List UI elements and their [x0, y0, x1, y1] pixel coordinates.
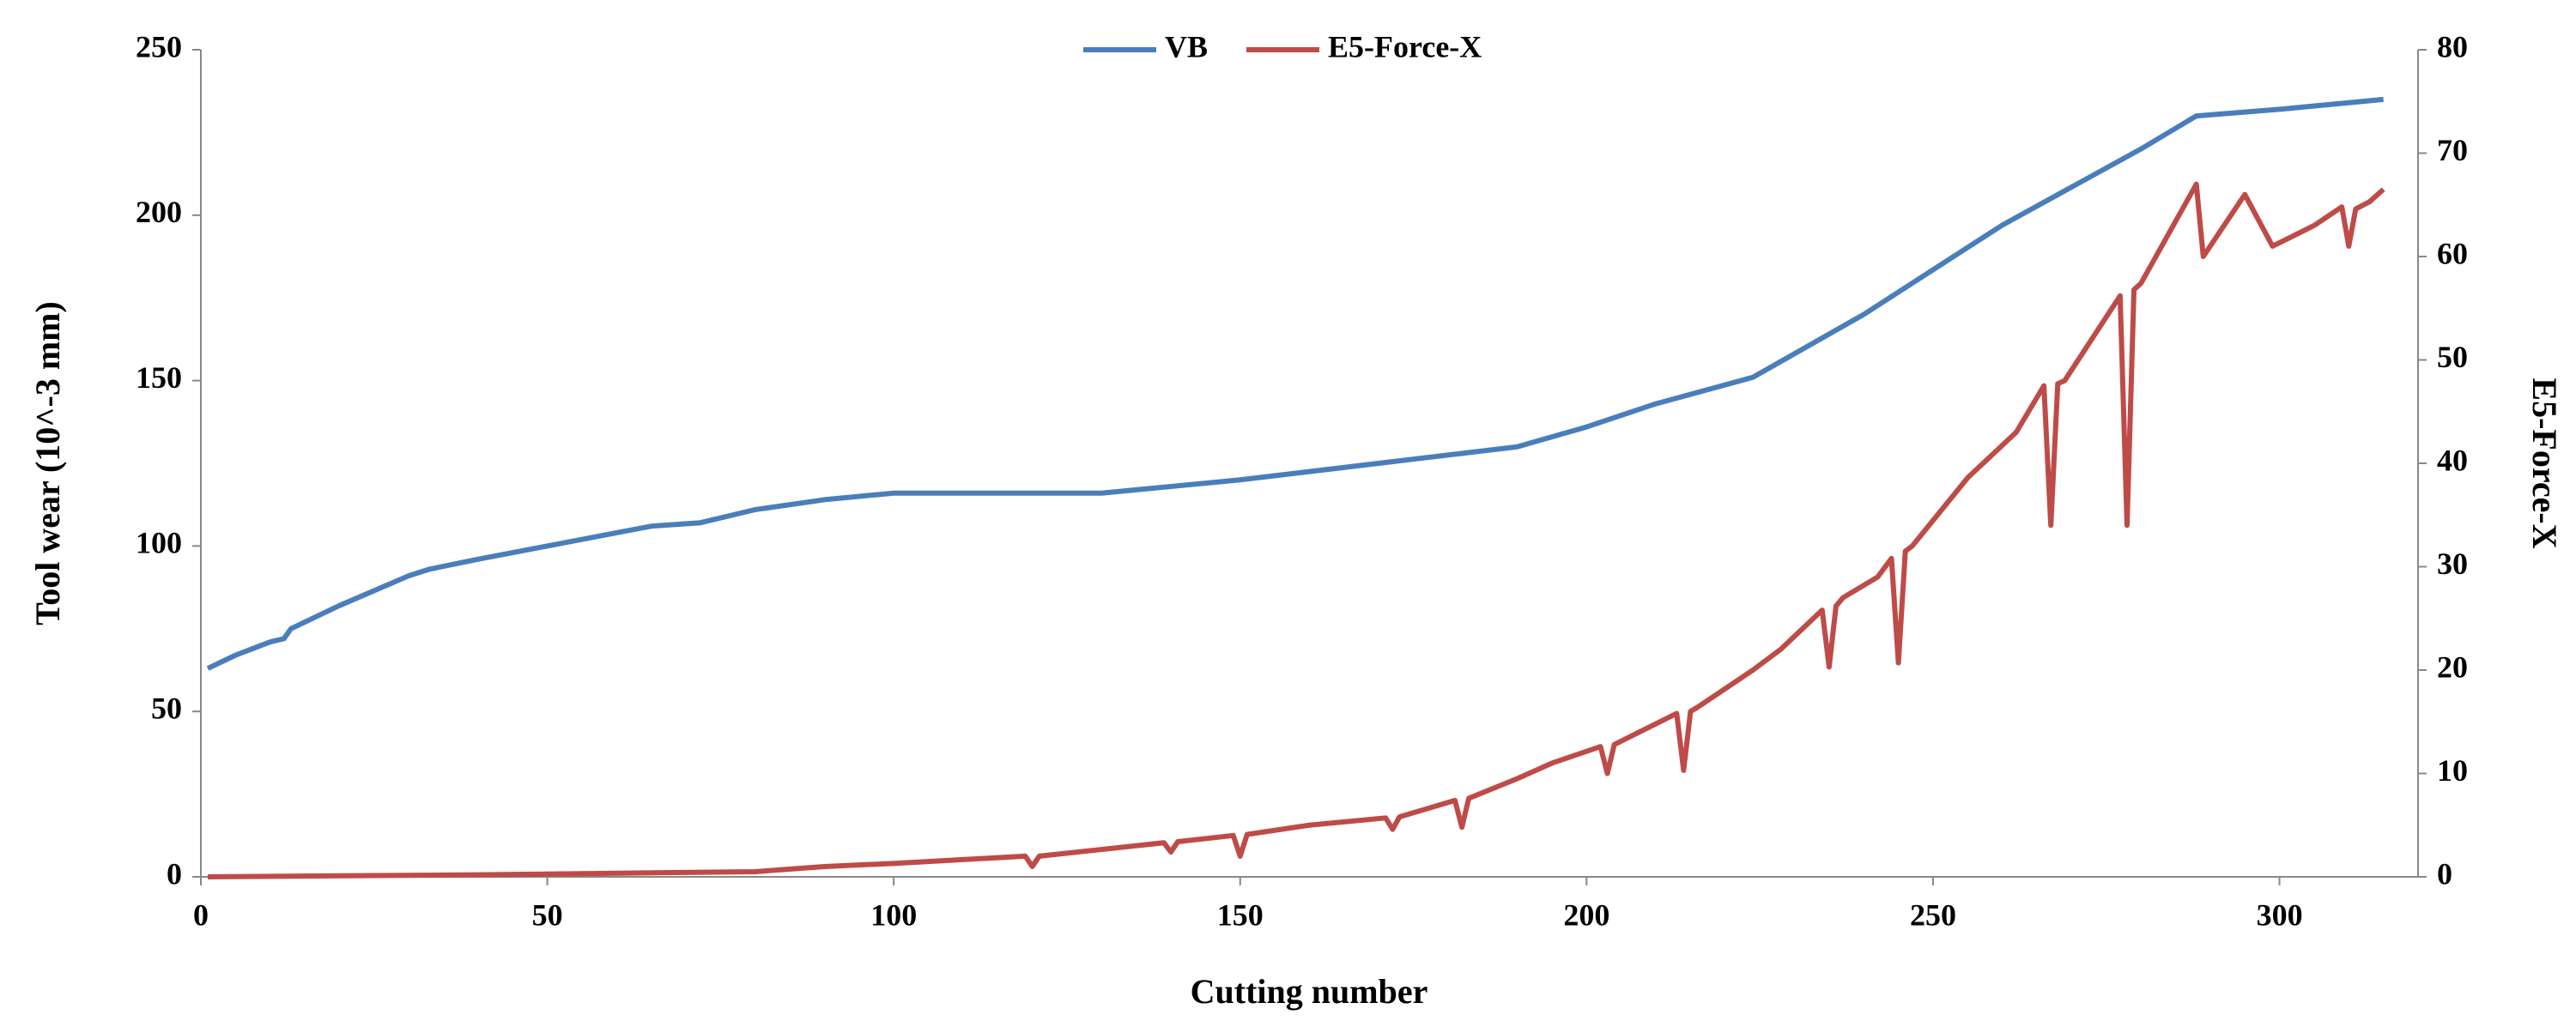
x-axis-label: Cutting number [1191, 972, 1428, 1011]
y2-axis-label: E5-Force-X [2525, 378, 2564, 548]
y2-tick-label: 80 [2437, 29, 2468, 63]
y-tick-label: 100 [136, 526, 182, 560]
y2-tick-label: 10 [2437, 753, 2468, 788]
legend-label: E5-Force-X [1328, 29, 1482, 63]
x-tick-label: 300 [2257, 897, 2303, 932]
legend-label: VB [1165, 29, 1208, 63]
y2-tick-label: 0 [2437, 856, 2452, 891]
x-tick-label: 200 [1563, 897, 1609, 932]
series-line [208, 181, 2385, 879]
x-tick-label: 100 [870, 897, 917, 932]
y2-tick-label: 20 [2437, 649, 2468, 684]
series-line [206, 96, 2384, 671]
y-tick-label: 0 [167, 856, 182, 891]
x-tick-label: 50 [532, 897, 563, 932]
y-tick-label: 250 [136, 29, 182, 63]
y-axis-label: Tool wear (10^-3 mm) [28, 301, 67, 625]
y-tick-label: 50 [151, 691, 182, 725]
y2-tick-label: 30 [2437, 547, 2468, 581]
y2-tick-label: 60 [2437, 236, 2468, 270]
x-tick-label: 250 [1910, 897, 1956, 932]
y2-tick-label: 70 [2437, 133, 2468, 167]
y2-tick-label: 50 [2437, 340, 2468, 374]
x-tick-label: 150 [1217, 897, 1264, 932]
y-tick-label: 150 [136, 360, 182, 395]
y-tick-label: 200 [136, 195, 182, 229]
y2-tick-label: 40 [2437, 443, 2468, 477]
x-tick-label: 0 [193, 897, 209, 932]
